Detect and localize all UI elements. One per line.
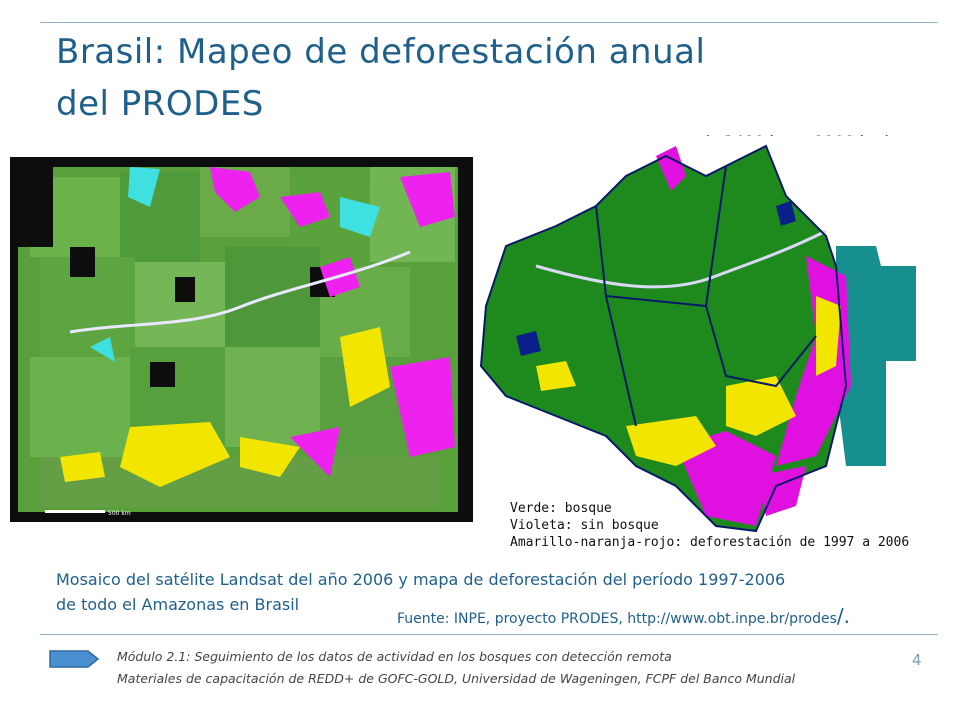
legend-forest: Verde: bosque: [510, 501, 612, 516]
map-legend: Verde: bosque Violeta: sin bosque Amaril…: [510, 500, 909, 551]
prodes-deforestation-map: [476, 136, 960, 536]
image-caption: Mosaico del satélite Landsat del año 200…: [56, 567, 856, 617]
module-arrow-icon: [49, 650, 100, 668]
legend-deforestation: Amarillo-naranja-rojo: deforestación de …: [510, 535, 910, 550]
bottom-rule: [40, 634, 938, 635]
landsat-mosaic-image: 500 km: [10, 157, 473, 522]
slide-title: Brasil: Mapeo de deforestación anual del…: [56, 26, 816, 130]
source-text: Fuente: INPE, proyecto PRODES, http://ww…: [397, 611, 837, 627]
title-line-2: del PRODES: [56, 84, 264, 124]
footer: Módulo 2.1: Seguimiento de los datos de …: [117, 646, 795, 690]
page-number: 4: [912, 651, 922, 669]
footer-module-line: Módulo 2.1: Seguimiento de los datos de …: [117, 649, 672, 664]
title-line-1: Brasil: Mapeo de deforestación anual: [56, 32, 706, 72]
source-citation: Fuente: INPE, proyecto PRODES, http://ww…: [397, 604, 850, 628]
caption-line-1: Mosaico del satélite Landsat del año 200…: [56, 570, 786, 589]
caption-line-2: de todo el Amazonas en Brasil: [56, 595, 300, 614]
top-rule: [40, 22, 938, 23]
legend-nonforest: Violeta: sin bosque: [510, 518, 659, 533]
landsat-scale-label: 500 km: [108, 510, 131, 517]
source-trailing: /.: [836, 604, 850, 628]
footer-materials-line: Materiales de capacitación de REDD+ de G…: [117, 671, 796, 686]
